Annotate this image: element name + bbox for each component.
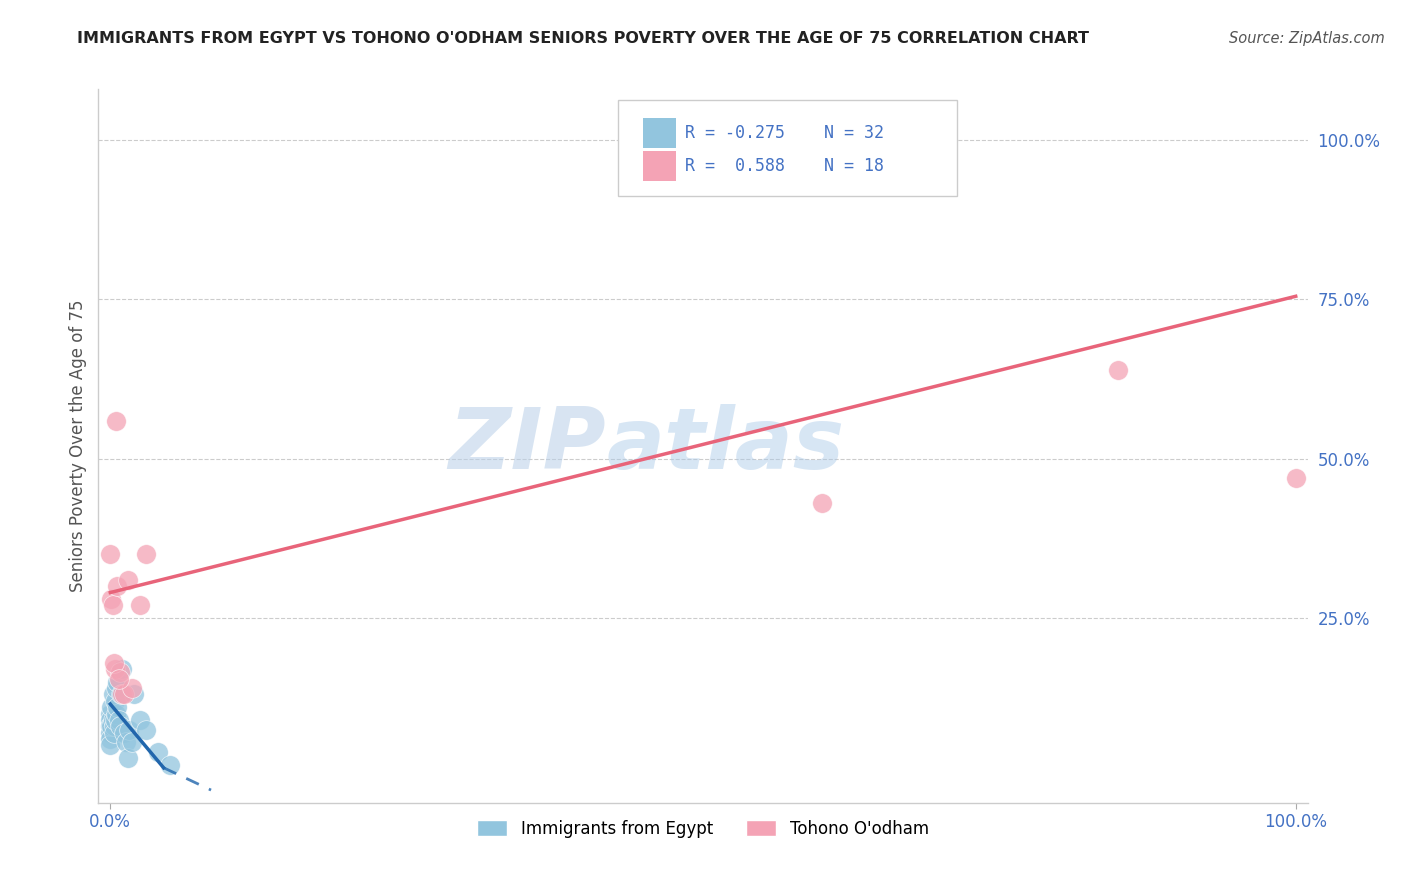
Point: [104, 662, 127, 676]
Point: [159, 757, 181, 772]
FancyBboxPatch shape: [643, 151, 676, 180]
Point: [105, 413, 128, 427]
Point: [104, 694, 127, 708]
Point: [98, 739, 121, 753]
Text: R = -0.275: R = -0.275: [685, 124, 785, 142]
Point: [98, 706, 121, 721]
Text: N = 32: N = 32: [824, 124, 884, 142]
Y-axis label: Seniors Poverty Over the Age of 75: Seniors Poverty Over the Age of 75: [69, 300, 87, 592]
Point: [1107, 362, 1129, 376]
Point: [98, 732, 121, 747]
FancyBboxPatch shape: [643, 118, 676, 148]
Text: R =  0.588: R = 0.588: [685, 157, 785, 175]
Point: [121, 735, 143, 749]
Point: [98, 713, 121, 727]
Point: [105, 681, 128, 695]
Point: [114, 725, 136, 739]
Point: [110, 688, 132, 702]
Point: [101, 599, 124, 613]
Point: [100, 719, 122, 733]
Point: [111, 662, 134, 676]
Text: IMMIGRANTS FROM EGYPT VS TOHONO O'ODHAM SENIORS POVERTY OVER THE AGE OF 75 CORRE: IMMIGRANTS FROM EGYPT VS TOHONO O'ODHAM …: [77, 31, 1090, 46]
Point: [129, 599, 152, 613]
Point: [98, 719, 121, 733]
Point: [105, 579, 128, 593]
Text: ZIP: ZIP: [449, 404, 606, 488]
Point: [122, 688, 145, 702]
Point: [108, 719, 131, 733]
Point: [1285, 471, 1308, 485]
Text: atlas: atlas: [606, 404, 845, 488]
Point: [100, 591, 122, 606]
Point: [121, 681, 143, 695]
Text: Source: ZipAtlas.com: Source: ZipAtlas.com: [1229, 31, 1385, 46]
Point: [105, 700, 128, 714]
Point: [101, 688, 124, 702]
Point: [103, 656, 125, 670]
Point: [111, 688, 134, 702]
Point: [117, 573, 139, 587]
Point: [100, 700, 122, 714]
Point: [107, 713, 129, 727]
Point: [105, 706, 128, 721]
Point: [135, 547, 157, 561]
Point: [118, 723, 141, 737]
Point: [104, 713, 127, 727]
Point: [129, 713, 152, 727]
Point: [135, 723, 157, 737]
Point: [114, 735, 136, 749]
Point: [103, 725, 125, 739]
Legend: Immigrants from Egypt, Tohono O'odham: Immigrants from Egypt, Tohono O'odham: [471, 814, 935, 845]
Text: N = 18: N = 18: [824, 157, 884, 175]
Point: [103, 719, 125, 733]
Point: [810, 496, 832, 510]
Point: [98, 547, 121, 561]
FancyBboxPatch shape: [619, 100, 957, 196]
Point: [108, 665, 131, 680]
Point: [105, 674, 128, 689]
Point: [146, 745, 169, 759]
Point: [107, 672, 129, 686]
Point: [101, 713, 124, 727]
Point: [117, 751, 139, 765]
Point: [114, 688, 136, 702]
Point: [98, 725, 121, 739]
